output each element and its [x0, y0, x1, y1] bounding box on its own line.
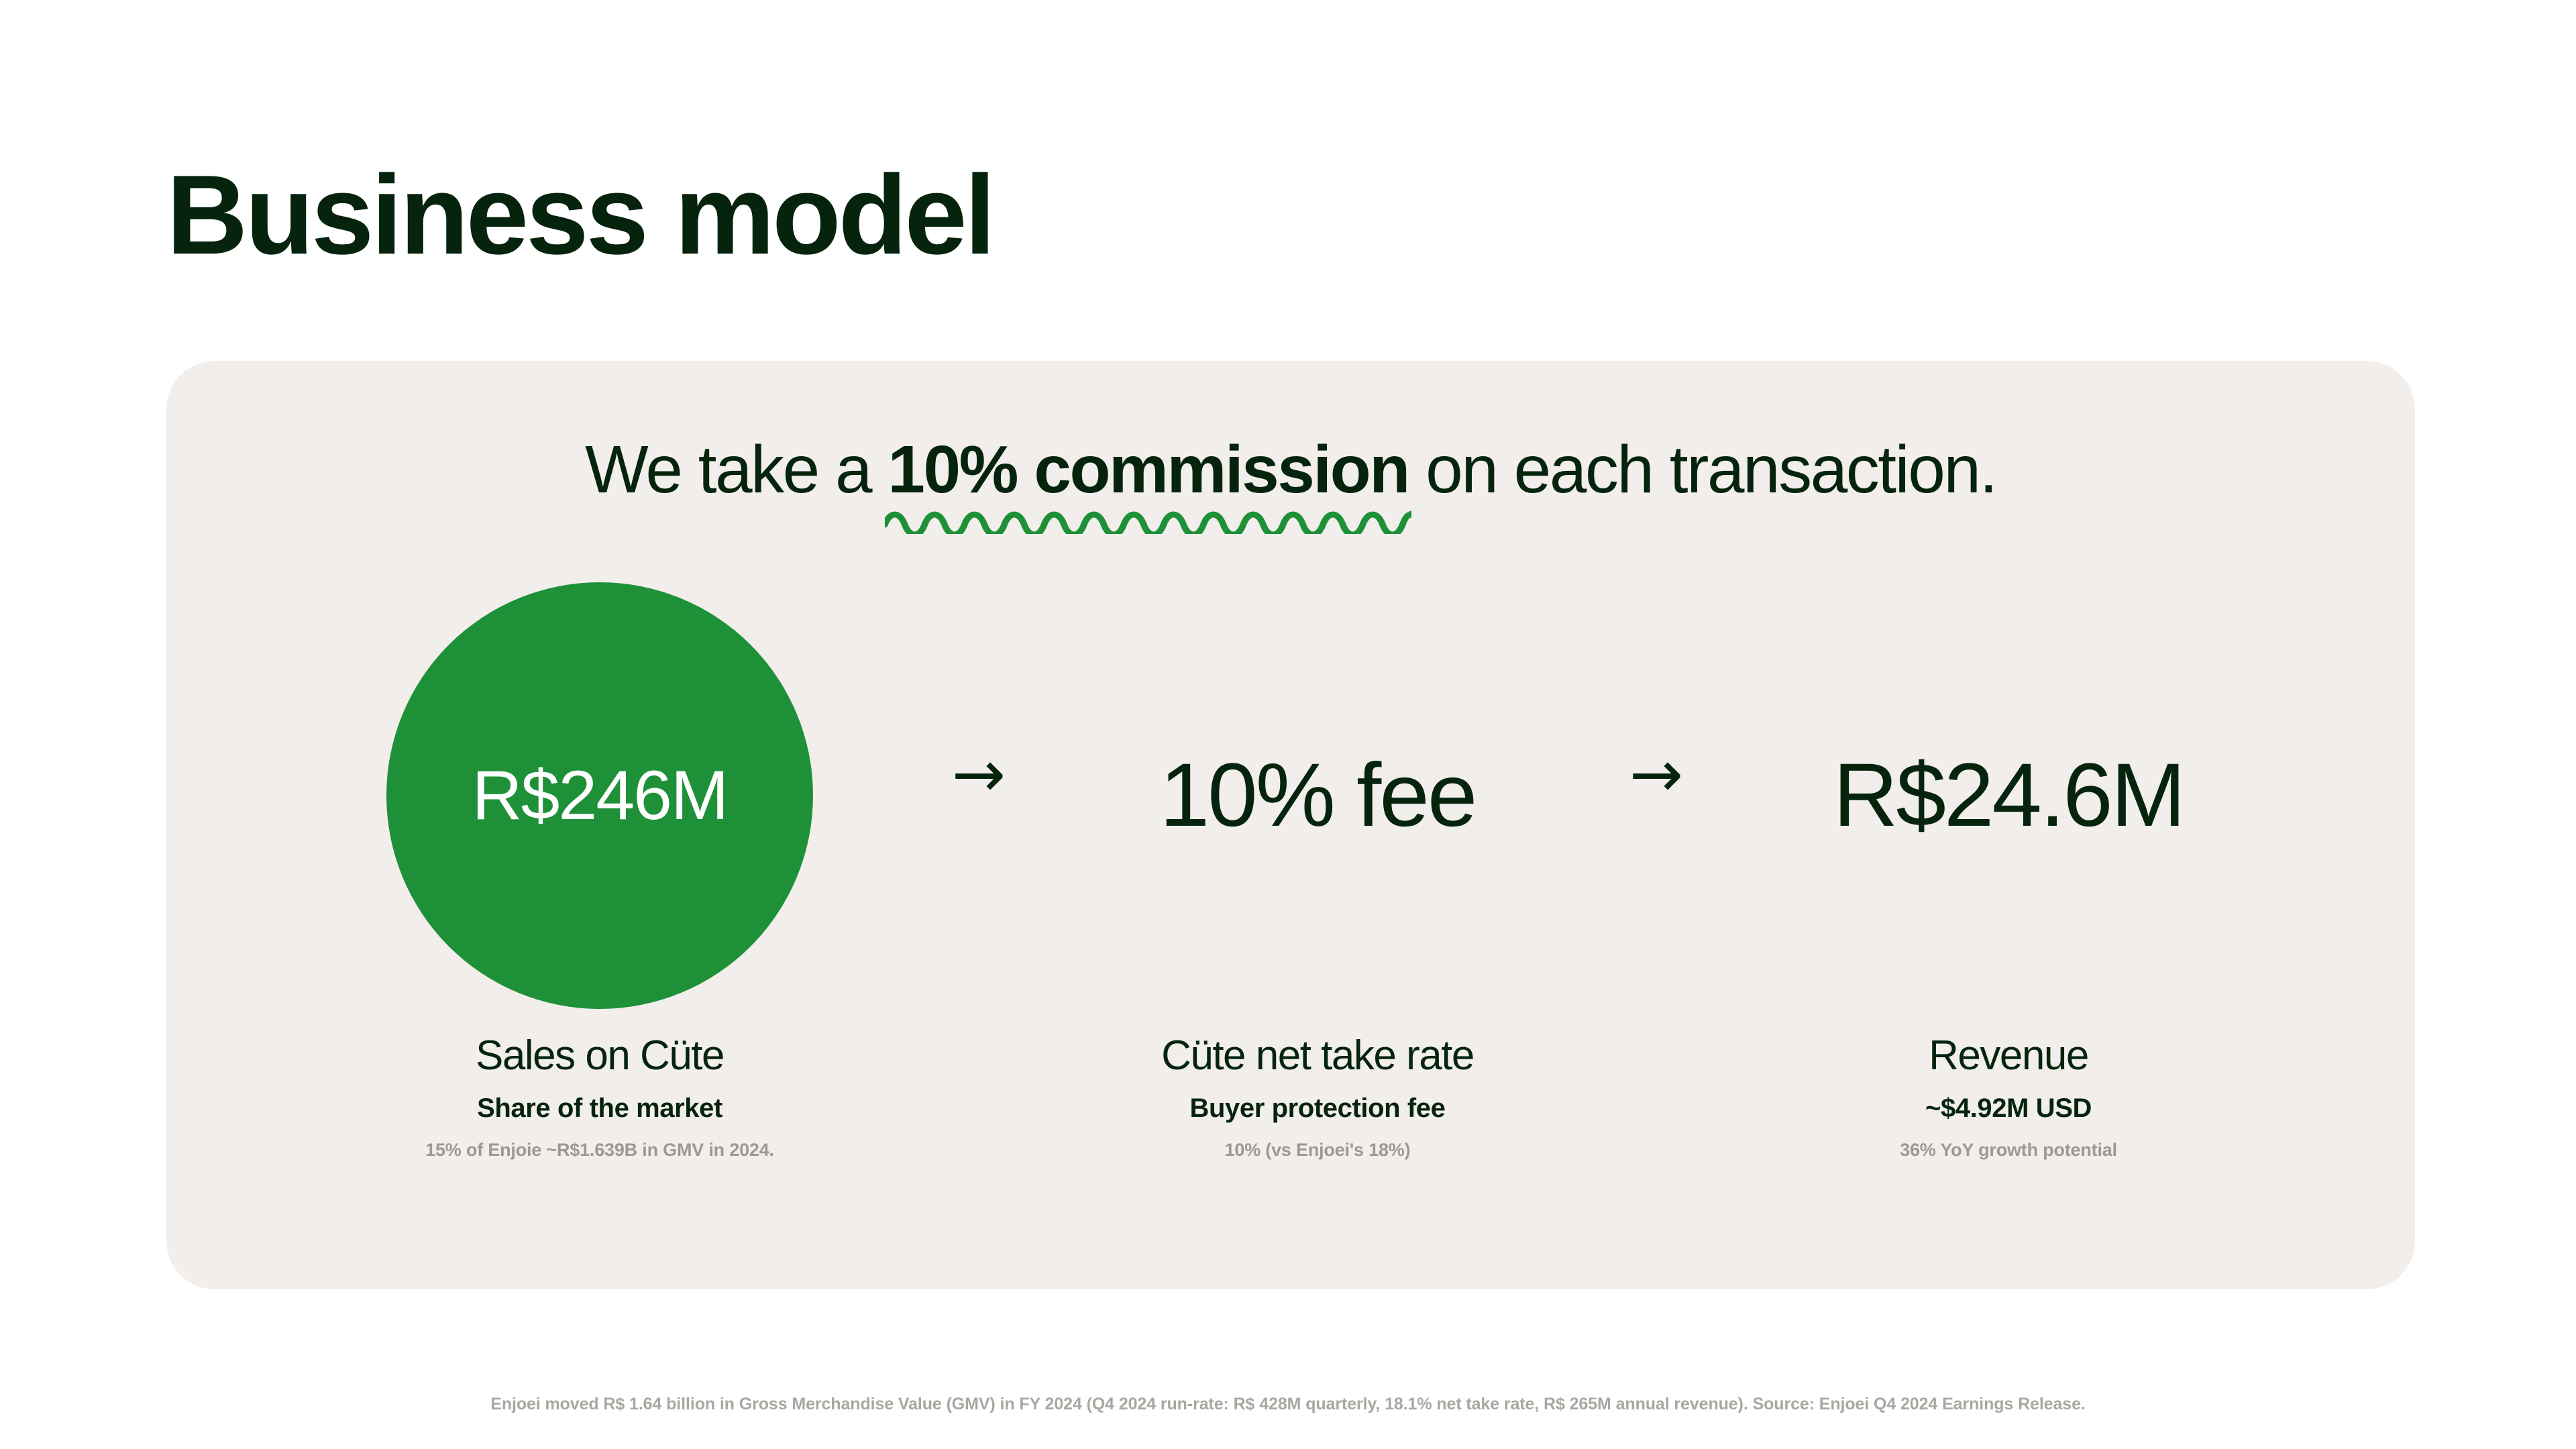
headline-emphasis-text: 10% commission: [888, 432, 1410, 507]
sales-label-title: Sales on Cüte: [476, 1032, 724, 1079]
revenue-value-wrap: R$24.6M: [1833, 582, 2186, 1009]
revenue-value: R$24.6M: [1833, 745, 2186, 845]
source-footnote: Enjoei moved R$ 1.64 billion in Gross Me…: [490, 1395, 2086, 1413]
take-rate-label-subtitle: Buyer protection fee: [1189, 1093, 1446, 1124]
revenue-label-note: 36% YoY growth potential: [1900, 1140, 2117, 1161]
sales-label-subtitle: Share of the market: [477, 1093, 722, 1124]
take-rate-label-note: 10% (vs Enjoei's 18%): [1224, 1140, 1411, 1161]
business-model-card: We take a 10% commission on each transac…: [166, 361, 2415, 1289]
revenue-label-title: Revenue: [1929, 1032, 2089, 1079]
take-rate-value: 10% fee: [1159, 745, 1478, 845]
headline-emphasis: 10% commission: [885, 432, 1411, 534]
value-flow-row: R$246M Sales on Cüte Share of the market…: [166, 582, 2415, 1160]
take-rate-labels: Cüte net take rate Buyer protection fee …: [1029, 1032, 1606, 1161]
flow-column-take-rate: 10% fee Cüte net take rate Buyer protect…: [1029, 582, 1606, 1161]
flow-column-revenue: R$24.6M Revenue ~$4.92M USD 36% YoY grow…: [1707, 582, 2310, 1161]
take-rate-value-wrap: 10% fee: [1159, 582, 1478, 1009]
take-rate-label-title: Cüte net take rate: [1161, 1032, 1474, 1079]
arrow-right-icon: →: [1629, 737, 1684, 812]
sales-circle-badge: R$246M: [386, 582, 813, 1009]
flow-arrow-1: →: [928, 582, 1029, 806]
sales-label-note: 15% of Enjoie ~R$1.639B in GMV in 2024.: [425, 1140, 774, 1161]
sales-labels: Sales on Cüte Share of the market 15% of…: [271, 1032, 928, 1161]
revenue-labels: Revenue ~$4.92M USD 36% YoY growth poten…: [1707, 1032, 2310, 1161]
headline-text-after: on each transaction.: [1408, 432, 1998, 507]
flow-column-sales: R$246M Sales on Cüte Share of the market…: [271, 582, 928, 1161]
arrow-right-icon: →: [951, 737, 1006, 812]
card-headline: We take a 10% commission on each transac…: [166, 432, 2415, 534]
page-title: Business model: [166, 152, 996, 278]
flow-arrow-2: →: [1606, 582, 1707, 806]
squiggle-underline-icon: [885, 504, 1411, 534]
headline-text-before: We take a: [585, 432, 888, 507]
sales-value: R$246M: [472, 757, 729, 835]
revenue-label-subtitle: ~$4.92M USD: [1925, 1093, 2092, 1124]
